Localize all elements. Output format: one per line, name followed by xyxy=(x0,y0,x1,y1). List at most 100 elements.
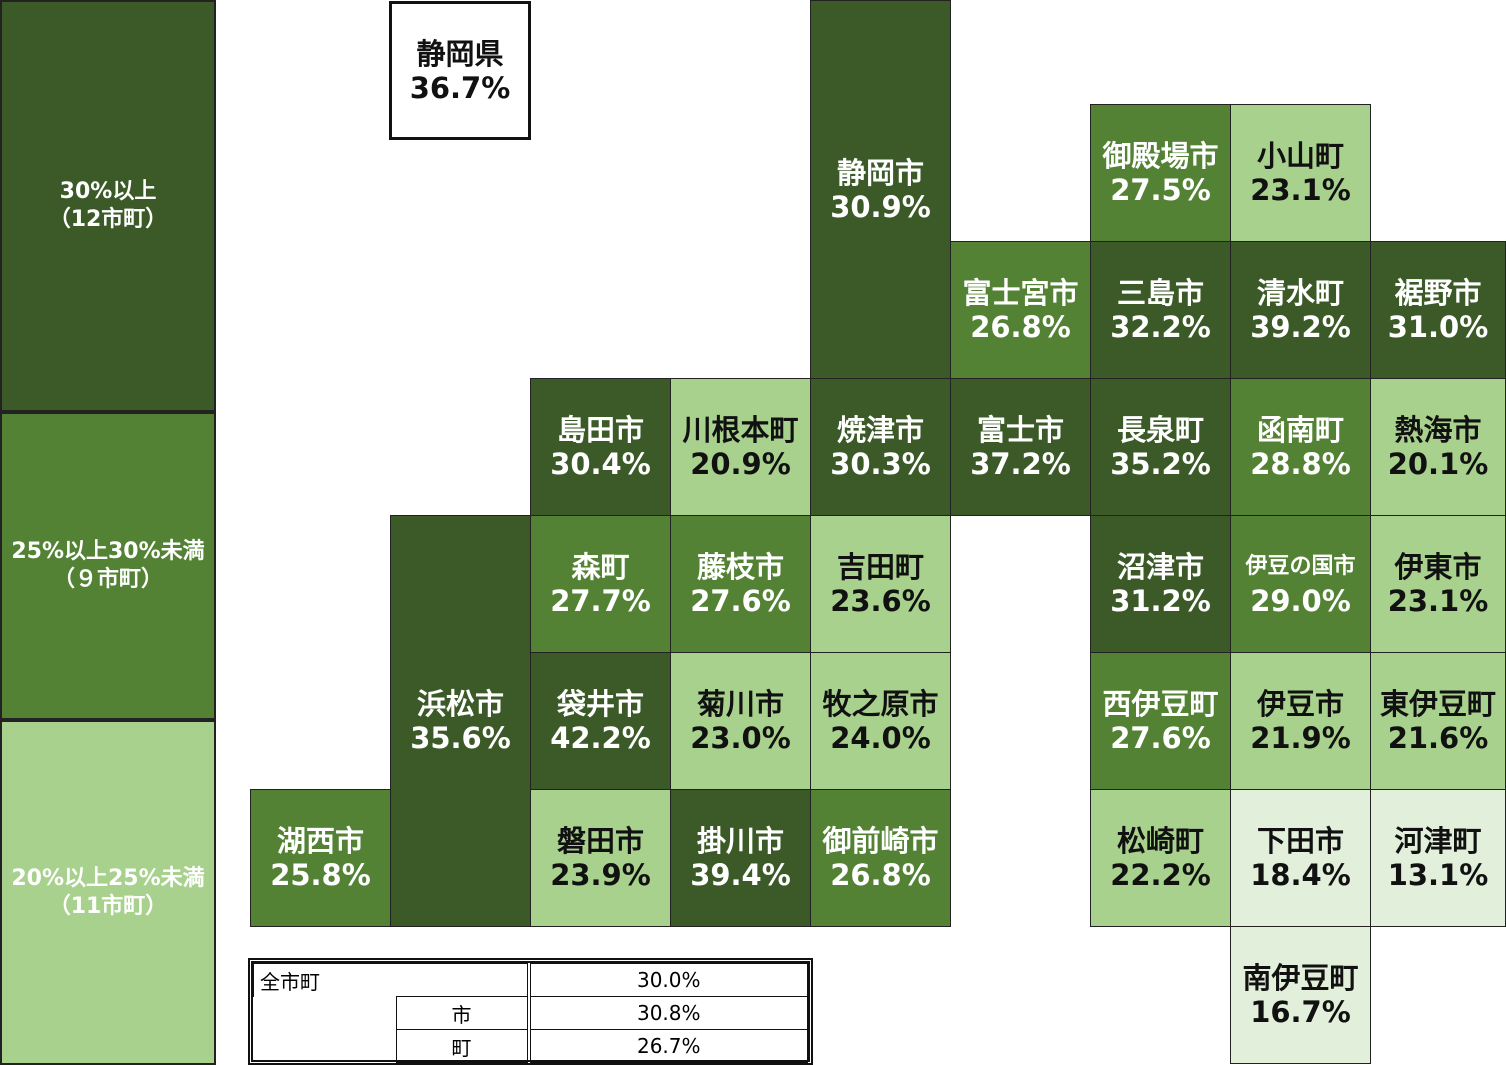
municipality-name: 裾野市 xyxy=(1394,276,1482,310)
municipality-value: 29.0% xyxy=(1250,584,1351,618)
municipality-tile: 伊東市 23.1% xyxy=(1370,515,1506,653)
municipality-tile: 伊豆市 21.9% xyxy=(1230,652,1371,790)
municipality-tile: 藤枝市 27.6% xyxy=(670,515,811,653)
municipality-value: 31.0% xyxy=(1387,310,1489,344)
municipality-tile: 御前崎市 26.8% xyxy=(810,789,951,927)
municipality-name: 富士宮市 xyxy=(962,276,1079,310)
municipality-value: 13.1% xyxy=(1387,858,1489,892)
municipality-tile: 小山町 23.1% xyxy=(1230,104,1371,242)
municipality-name: 西伊豆町 xyxy=(1102,687,1219,721)
municipality-name: 静岡市 xyxy=(836,155,924,190)
legend-item: 25%以上30%未満 （９市町） xyxy=(0,412,216,720)
municipality-tile: 東伊豆町 21.6% xyxy=(1370,652,1506,790)
municipality-name: 東伊豆町 xyxy=(1379,687,1496,721)
summary-row: 市 30.8% xyxy=(254,996,808,1030)
legend-label: 25%以上30%未満 xyxy=(11,539,205,564)
municipality-name: 熱海市 xyxy=(1394,413,1482,447)
municipality-name: 磐田市 xyxy=(556,824,644,858)
municipality-value: 27.7% xyxy=(550,584,651,618)
municipality-value: 30.3% xyxy=(830,447,931,481)
municipality-value: 39.2% xyxy=(1250,310,1351,344)
municipality-name: 袋井市 xyxy=(556,687,644,721)
municipality-tile: 浜松市 35.6% xyxy=(390,515,531,927)
municipality-name: 伊豆市 xyxy=(1256,687,1344,721)
municipality-value: 21.6% xyxy=(1387,721,1489,755)
municipality-name: 函南町 xyxy=(1256,413,1344,447)
municipality-name: 松崎町 xyxy=(1116,824,1204,858)
municipality-tile: 三島市 32.2% xyxy=(1090,241,1231,379)
legend-count: （９市町） xyxy=(52,567,163,592)
summary-label: 市 xyxy=(395,996,529,1030)
municipality-name: 伊東市 xyxy=(1394,550,1482,584)
legend-count: （11市町） xyxy=(48,893,168,919)
municipality-tile: 函南町 28.8% xyxy=(1230,378,1371,516)
municipality-value: 32.2% xyxy=(1110,310,1211,344)
municipality-value: 23.1% xyxy=(1250,173,1351,207)
municipality-value: 23.1% xyxy=(1387,584,1489,618)
summary-table: 全市町 30.0% 市 30.8% 町 26.7% xyxy=(248,958,813,1065)
municipality-name: 河津町 xyxy=(1394,824,1482,858)
municipality-tile: 湖西市 25.8% xyxy=(250,789,391,927)
summary-label: 全市町 xyxy=(253,963,529,997)
municipality-value: 26.8% xyxy=(830,858,931,892)
municipality-tile: 森町 27.7% xyxy=(530,515,671,653)
prefecture-box: 静岡県 36.7% xyxy=(389,1,531,140)
municipality-name: 長泉町 xyxy=(1116,413,1204,447)
municipality-tile: 牧之原市 24.0% xyxy=(810,652,951,790)
summary-value: 26.7% xyxy=(526,1029,808,1063)
municipality-tile: 菊川市 23.0% xyxy=(670,652,811,790)
municipality-tile: 下田市 18.4% xyxy=(1230,789,1371,927)
municipality-tile: 沼津市 31.2% xyxy=(1090,515,1231,653)
municipality-value: 24.0% xyxy=(830,721,931,755)
municipality-value: 20.9% xyxy=(690,447,791,481)
municipality-value: 16.7% xyxy=(1250,995,1351,1029)
municipality-tile: 裾野市 31.0% xyxy=(1370,241,1506,379)
municipality-tile: 伊豆の国市 29.0% xyxy=(1230,515,1371,653)
municipality-value: 28.8% xyxy=(1250,447,1351,481)
municipality-value: 18.4% xyxy=(1250,858,1351,892)
summary-value: 30.8% xyxy=(526,996,808,1030)
municipality-tile: 熱海市 20.1% xyxy=(1370,378,1506,516)
municipality-tile: 島田市 30.4% xyxy=(530,378,671,516)
municipality-name: 小山町 xyxy=(1256,139,1344,173)
municipality-tile: 富士市 37.2% xyxy=(950,378,1091,516)
municipality-tile: 川根本町 20.9% xyxy=(670,378,811,516)
municipality-value: 42.2% xyxy=(550,721,651,755)
municipality-name: 沼津市 xyxy=(1116,550,1204,584)
municipality-tile: 富士宮市 26.8% xyxy=(950,241,1091,379)
summary-label: 町 xyxy=(395,1029,529,1063)
legend-count: （12市町） xyxy=(48,207,168,232)
municipality-value: 31.2% xyxy=(1110,584,1211,618)
municipality-name: 川根本町 xyxy=(682,413,799,447)
municipality-name: 下田市 xyxy=(1256,824,1344,858)
municipality-value: 27.6% xyxy=(690,584,791,618)
municipality-tile: 長泉町 35.2% xyxy=(1090,378,1231,516)
municipality-name: 清水町 xyxy=(1256,276,1344,310)
municipality-value: 30.9% xyxy=(830,189,931,224)
municipality-name: 菊川市 xyxy=(696,687,784,721)
municipality-tile: 焼津市 30.3% xyxy=(810,378,951,516)
municipality-tile: 袋井市 42.2% xyxy=(530,652,671,790)
municipality-name: 掛川市 xyxy=(696,824,784,858)
municipality-name: 三島市 xyxy=(1116,276,1204,310)
municipality-value: 35.6% xyxy=(410,721,511,755)
legend-label: 20%以上25%未満 xyxy=(11,865,205,891)
municipality-tile: 松崎町 22.2% xyxy=(1090,789,1231,927)
legend-item: 20%以上25%未満 （11市町） xyxy=(0,720,216,1065)
municipality-name: 牧之原市 xyxy=(822,687,939,721)
summary-row: 町 26.7% xyxy=(254,1029,808,1063)
municipality-tile: 掛川市 39.4% xyxy=(670,789,811,927)
municipality-name: 南伊豆町 xyxy=(1242,961,1359,995)
summary-row: 全市町 30.0% xyxy=(253,963,808,997)
municipality-name: 御殿場市 xyxy=(1102,139,1219,173)
summary-blank xyxy=(254,997,397,1030)
municipality-value: 20.1% xyxy=(1387,447,1489,481)
municipality-value: 30.4% xyxy=(550,447,651,481)
legend-label: 30%以上 xyxy=(59,179,157,204)
municipality-value: 27.6% xyxy=(1110,721,1211,755)
municipality-tile: 清水町 39.2% xyxy=(1230,241,1371,379)
legend-item: 30%以上 （12市町） xyxy=(0,0,216,412)
municipality-value: 39.4% xyxy=(690,858,791,892)
municipality-name: 吉田町 xyxy=(836,550,924,584)
